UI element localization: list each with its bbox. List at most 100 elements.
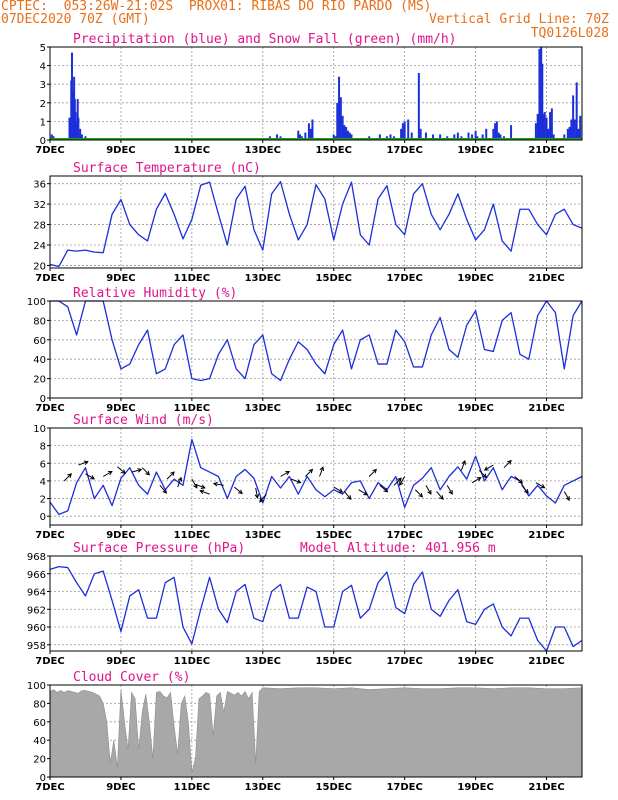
- precip-bar: [552, 134, 555, 140]
- wind-ytick-label: 2: [40, 495, 46, 506]
- wind-arrow-head: [238, 489, 243, 495]
- precip-bar: [563, 134, 566, 140]
- wind-arrow-head: [107, 470, 113, 476]
- wind-arrow: [484, 464, 494, 471]
- rh-xtick-label: 7DEC: [35, 403, 64, 414]
- temp-xtick-label: 21DEC: [528, 273, 564, 284]
- wind-arrow-head: [254, 493, 260, 499]
- wind-arrow: [63, 473, 72, 482]
- wind-ytick-label: 10: [33, 424, 46, 435]
- rh-frame: [49, 300, 583, 399]
- precip-bar: [540, 47, 543, 140]
- wind-arrow-head: [476, 477, 482, 482]
- wind-arrow: [191, 478, 198, 489]
- press-xtick-label: 17DEC: [386, 656, 422, 667]
- wind-ytick-label: 6: [40, 459, 46, 470]
- precip-bar: [499, 134, 502, 140]
- precip-frame: [49, 46, 583, 141]
- temp-xtick-label: 17DEC: [386, 273, 422, 284]
- precip-bar: [401, 123, 404, 140]
- precip-bar: [543, 112, 546, 140]
- precip-xtick-label: 7DEC: [35, 145, 64, 156]
- wind-arrow: [213, 483, 224, 486]
- precip-xtick-label: 9DEC: [106, 145, 135, 156]
- wind-arrow-head: [507, 459, 512, 465]
- precip-bar: [275, 134, 278, 140]
- wind-xtick-label: 11DEC: [174, 530, 210, 541]
- precip-bar: [577, 128, 580, 140]
- wind-arrow: [85, 473, 95, 480]
- temp-xtick-label: 11DEC: [174, 273, 210, 284]
- rh-xtick-label: 15DEC: [316, 403, 352, 414]
- wind-title: Surface Wind (m/s): [73, 413, 214, 428]
- wind-arrow-head: [259, 497, 264, 503]
- wind-arrow: [535, 482, 545, 489]
- wind-xtick-label: 9DEC: [106, 530, 135, 541]
- precip-bar: [419, 128, 422, 140]
- temp-xtick-label: 7DEC: [35, 273, 64, 284]
- temp-ytick-label: 32: [33, 200, 46, 211]
- wind-arrow: [343, 491, 352, 500]
- precip-bar: [510, 125, 513, 140]
- precip-bar: [72, 91, 75, 140]
- precip-bar: [579, 115, 582, 140]
- temp-xtick-label: 15DEC: [316, 273, 352, 284]
- temp-ytick-label: 24: [33, 241, 46, 252]
- precip-title: Precipitation (blue) and Snow Fall (gree…: [73, 32, 457, 47]
- wind-arrow: [78, 461, 88, 466]
- wind-arrow: [255, 487, 258, 498]
- wind-arrow-head: [448, 489, 453, 495]
- wind-arrow-head: [372, 468, 378, 474]
- wind-arrow: [471, 477, 481, 484]
- wind-frame: [49, 427, 583, 526]
- press-ytick-label: 960: [27, 623, 46, 634]
- cloud-ytick-label: 60: [33, 718, 46, 729]
- rh-xtick-label: 19DEC: [457, 403, 493, 414]
- wind-arrow: [399, 476, 406, 486]
- precip-bar: [68, 117, 71, 140]
- wind-arrow-head: [540, 483, 546, 489]
- precip-xtick-label: 21DEC: [528, 145, 564, 156]
- precip-bar: [389, 134, 392, 140]
- wind-arrow-head: [461, 459, 466, 465]
- wind-arrow: [166, 471, 175, 480]
- wind-arrow-head: [418, 492, 424, 498]
- precip-xtick-label: 11DEC: [174, 145, 210, 156]
- wind-arrow-head: [162, 488, 168, 494]
- wind-arrow-head: [319, 466, 325, 472]
- wind-arrow-head: [199, 489, 205, 495]
- precip-ytick-label: 3: [40, 80, 46, 91]
- wind-arrow-head: [121, 469, 126, 474]
- precip-ytick-label: 1: [40, 117, 46, 128]
- precip-bar: [79, 128, 82, 140]
- precip-bar: [407, 119, 410, 140]
- wind-arrow: [425, 485, 432, 495]
- precip-bar: [573, 119, 576, 140]
- rh-ytick-label: 40: [33, 355, 46, 366]
- header-date: 07DEC2020 70Z (GMT): [1, 12, 150, 27]
- temp-xtick-label: 9DEC: [106, 273, 135, 284]
- wind-arrow: [521, 484, 529, 494]
- cloud-ytick-label: 20: [33, 755, 46, 766]
- precip-bar: [80, 134, 83, 140]
- precip-bar: [336, 102, 339, 140]
- wind-arrow: [259, 493, 267, 503]
- cloud-ytick-label: 80: [33, 699, 46, 710]
- rh-ytick-label: 100: [27, 297, 46, 308]
- precip-xtick-label: 19DEC: [457, 145, 493, 156]
- wind-arrow-head: [346, 495, 352, 500]
- precip-bar: [536, 113, 539, 140]
- rh-ytick-label: 60: [33, 336, 46, 347]
- precip-bar: [497, 132, 500, 140]
- wind-arrow: [200, 490, 210, 495]
- precip-bar: [70, 52, 73, 140]
- rh-xtick-label: 21DEC: [528, 403, 564, 414]
- wind-arrow: [393, 477, 402, 486]
- precip-bar: [492, 128, 495, 140]
- precip-bar: [348, 132, 351, 140]
- press-ytick-label: 958: [27, 641, 46, 652]
- wind-arrow-head: [524, 488, 529, 494]
- wind-arrow-head: [399, 481, 404, 487]
- press-xtick-label: 7DEC: [35, 656, 64, 667]
- precip-bar: [534, 123, 537, 140]
